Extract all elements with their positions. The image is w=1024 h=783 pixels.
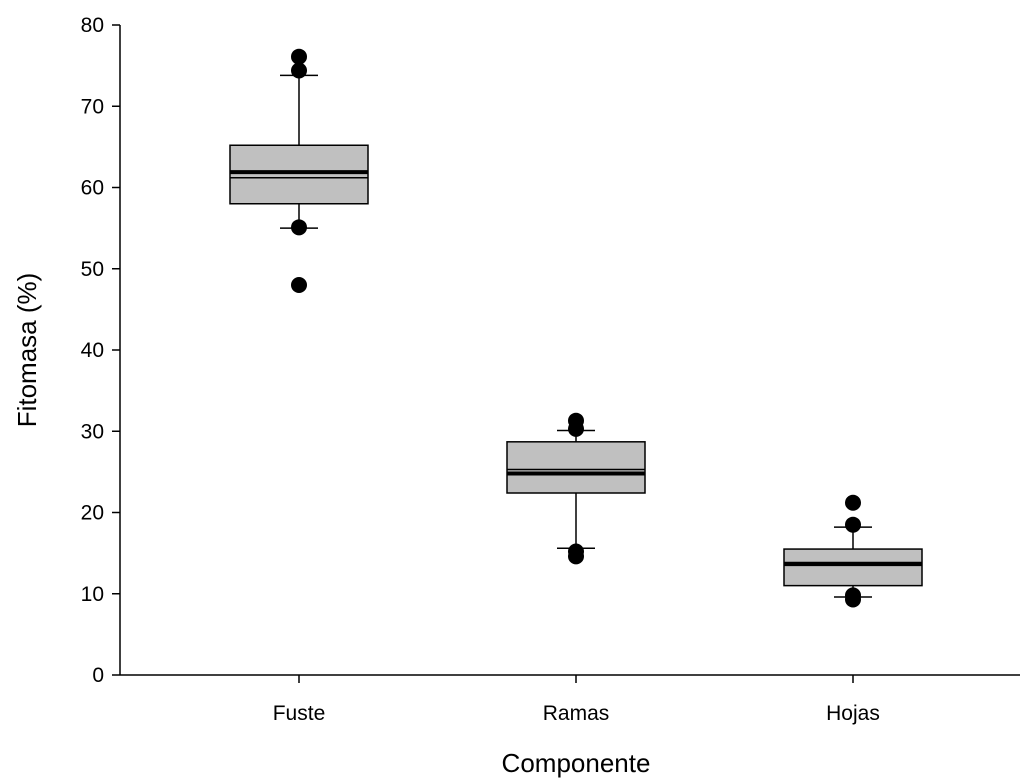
- box-ramas: [506, 412, 646, 565]
- outlier-point: [291, 219, 307, 236]
- outlier-point: [568, 548, 584, 565]
- box-hojas: [783, 494, 923, 608]
- outlier-point: [291, 62, 307, 79]
- y-tick-label: 10: [81, 583, 104, 606]
- y-tick-label: 70: [81, 95, 104, 118]
- outlier-point: [845, 516, 861, 533]
- outlier-point: [845, 591, 861, 608]
- outlier-point: [568, 420, 584, 437]
- y-tick-label: 50: [81, 258, 104, 281]
- x-tick-label: Ramas: [543, 702, 610, 725]
- outlier-point: [291, 277, 307, 293]
- y-tick-label: 20: [81, 502, 104, 525]
- box-iqr: [783, 548, 923, 587]
- box-iqr: [506, 441, 646, 494]
- y-tick-label: 0: [92, 664, 104, 687]
- boxes: [229, 48, 923, 608]
- box-fuste: [229, 48, 369, 293]
- x-tick-label: Hojas: [826, 702, 880, 725]
- box-iqr: [229, 144, 369, 205]
- y-tick-label: 80: [81, 14, 104, 37]
- x-axis-title: Componente: [502, 748, 651, 778]
- y-tick-label: 60: [81, 177, 104, 200]
- axes: 0 10 20 30 40 50 60 70 80 Fuste Ramas Hojas: [81, 14, 1020, 725]
- y-tick-label: 30: [81, 420, 104, 443]
- x-tick-label: Fuste: [273, 702, 326, 725]
- y-tick-label: 40: [81, 339, 104, 362]
- outlier-point: [291, 48, 307, 65]
- outlier-point: [845, 494, 861, 511]
- y-axis-title: Fitomasa (%): [12, 273, 42, 428]
